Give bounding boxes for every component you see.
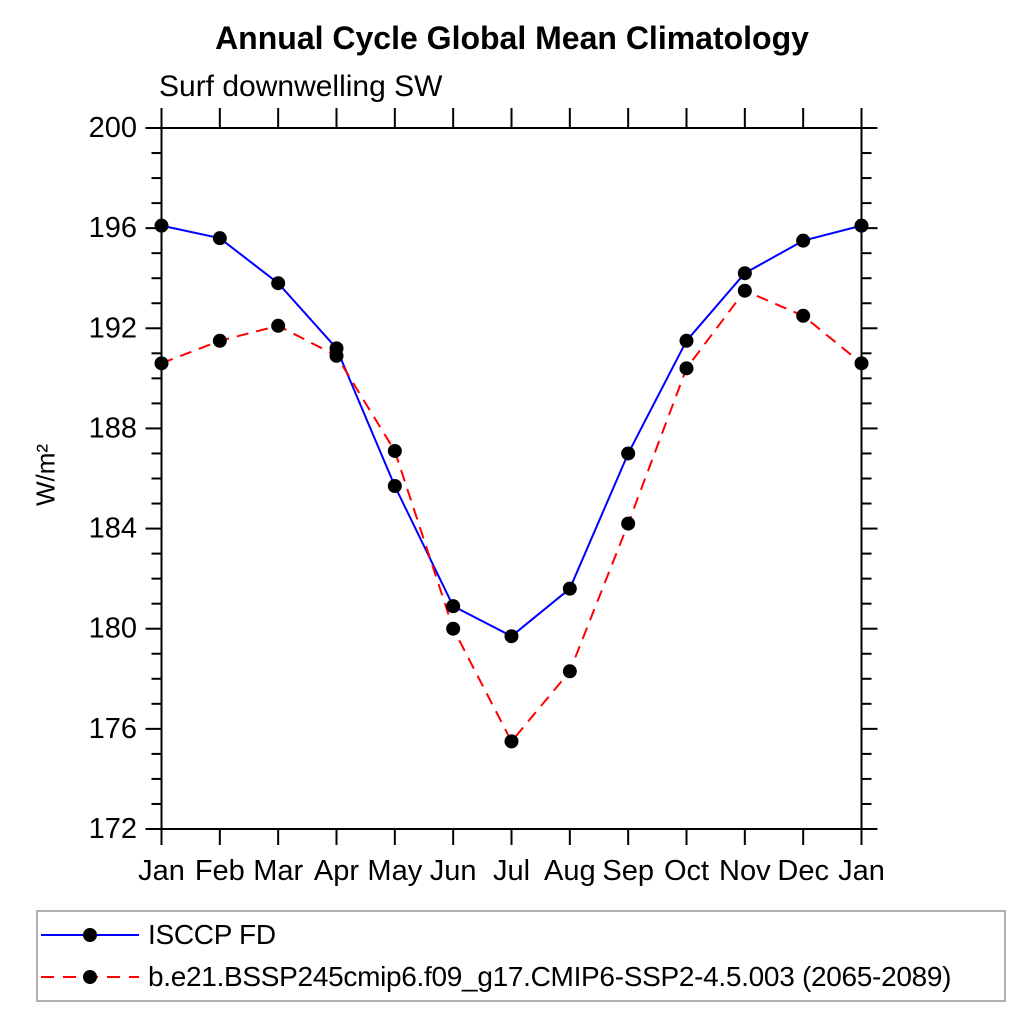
data-point-model <box>679 361 694 376</box>
data-point-model <box>387 443 402 458</box>
legend-item-isccp-fd: ISCCP FD <box>38 915 1004 955</box>
data-point-isccp-fd <box>854 218 869 233</box>
legend: ISCCP FD b.e21.BSSP245cmip6.f09_g17.CMIP… <box>36 910 1006 1002</box>
legend-line-sample-dashed-icon <box>41 970 139 985</box>
legend-marker-dot-icon <box>83 927 97 942</box>
x-tick-label: Nov <box>719 855 771 887</box>
data-point-isccp-fd <box>271 276 286 291</box>
data-point-isccp-fd <box>562 581 577 596</box>
chart-subtitle: Surf downwelling SW <box>159 70 443 103</box>
data-point-model <box>329 348 344 363</box>
legend-marker-dot-icon <box>83 970 97 985</box>
legend-item-model: b.e21.BSSP245cmip6.f09_g17.CMIP6-SSP2-4.… <box>38 957 1004 997</box>
data-point-model <box>446 621 461 636</box>
x-tick-label: Feb <box>195 855 245 887</box>
x-tick-label: Jul <box>493 855 530 887</box>
y-tick-label: 192 <box>89 312 137 344</box>
data-point-isccp-fd <box>621 446 636 461</box>
y-tick-label: 188 <box>89 412 137 444</box>
x-tick-label: Aug <box>544 855 596 887</box>
y-tick-label: 200 <box>89 112 137 144</box>
legend-label-model: b.e21.BSSP245cmip6.f09_g17.CMIP6-SSP2-4.… <box>148 961 952 993</box>
data-point-model <box>504 734 519 749</box>
y-tick-label: 172 <box>89 813 137 845</box>
series-line-isccp-fd <box>161 224 862 638</box>
chart-title: Annual Cycle Global Mean Climatology <box>215 20 809 56</box>
x-tick-label: Jan <box>138 855 185 887</box>
data-point-model <box>737 283 752 298</box>
data-point-isccp-fd <box>504 629 519 644</box>
data-point-model <box>621 516 636 531</box>
x-tick-label: Apr <box>314 855 359 887</box>
series-line-model <box>161 289 863 744</box>
y-tick-label: 180 <box>89 613 137 645</box>
data-point-model <box>796 308 811 323</box>
legend-line-sample-solid-icon <box>41 927 139 942</box>
x-tick-label: Sep <box>602 855 654 887</box>
data-point-isccp-fd <box>387 479 402 494</box>
x-tick-label: Jun <box>430 855 477 887</box>
plot-frame <box>160 127 863 830</box>
x-tick-label: May <box>367 855 422 887</box>
x-tick-label: Oct <box>664 855 709 887</box>
y-tick-label: 184 <box>89 513 137 545</box>
data-point-isccp-fd <box>212 231 227 246</box>
legend-label-isccp-fd: ISCCP FD <box>148 918 276 950</box>
data-point-isccp-fd <box>154 218 169 233</box>
data-point-isccp-fd <box>737 266 752 281</box>
data-point-model <box>154 356 169 371</box>
x-tick-label: Dec <box>777 855 829 887</box>
data-point-model <box>212 333 227 348</box>
data-point-model <box>271 318 286 333</box>
y-tick-label: 176 <box>89 713 137 745</box>
data-point-isccp-fd <box>679 333 694 348</box>
data-point-model <box>854 356 869 371</box>
y-tick-label: 196 <box>89 212 137 244</box>
data-point-isccp-fd <box>446 599 461 614</box>
data-point-isccp-fd <box>796 233 811 248</box>
data-point-model <box>562 664 577 679</box>
x-tick-label: Mar <box>253 855 303 887</box>
x-tick-label: Jan <box>838 855 885 887</box>
